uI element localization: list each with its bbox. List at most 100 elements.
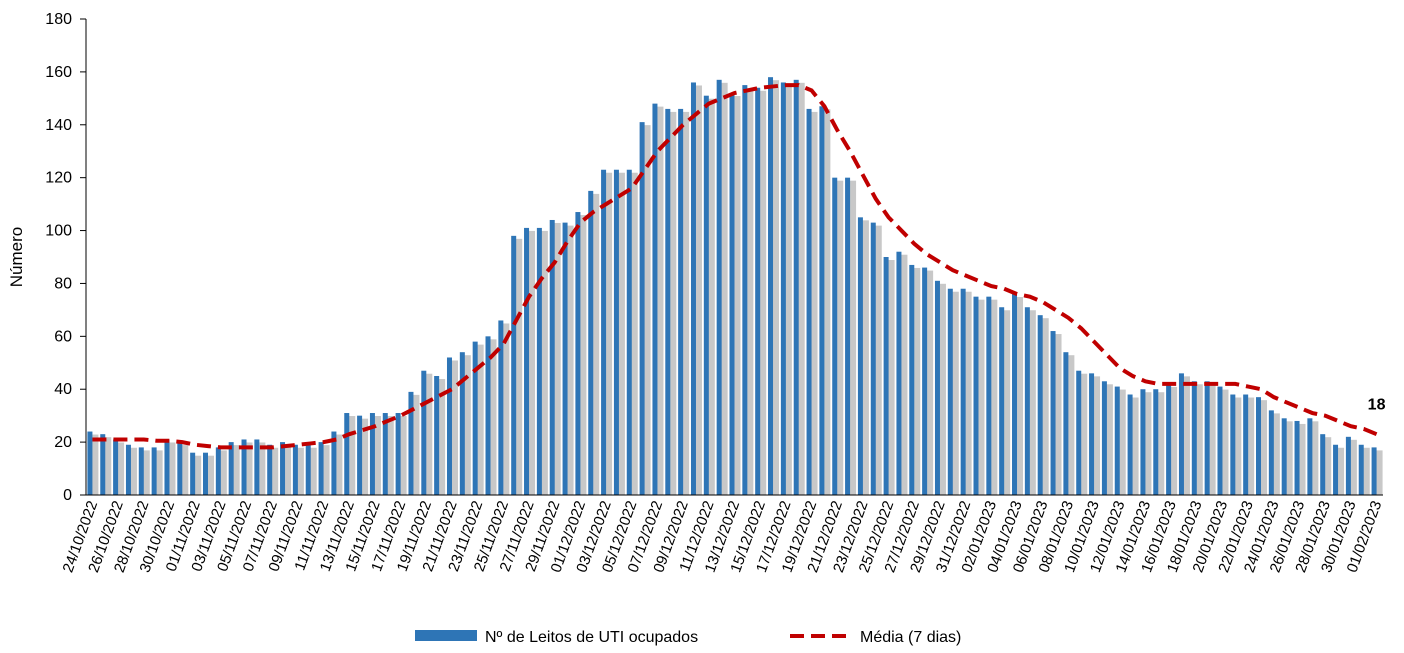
y-tick-label: 160 (45, 64, 72, 81)
bar-shadow (1195, 384, 1203, 495)
bar (1101, 381, 1107, 495)
bar (601, 169, 607, 495)
bar (524, 227, 530, 495)
bar (1063, 352, 1069, 495)
bar (318, 442, 324, 495)
bar-shadow (168, 442, 176, 495)
bar-shadow (515, 238, 523, 495)
bar-shadow (1234, 397, 1242, 495)
bar (742, 85, 748, 495)
bar-shadow (258, 442, 266, 495)
bar (1281, 418, 1287, 495)
bar (575, 212, 581, 496)
bar-shadow (887, 260, 895, 495)
bar-shadow (1272, 413, 1280, 495)
y-tick-label: 40 (54, 381, 72, 398)
bar (382, 413, 388, 495)
bar-shadow (605, 172, 613, 495)
bar (562, 222, 568, 495)
bar (832, 177, 838, 495)
bar (549, 219, 555, 495)
bar-shadow (720, 82, 728, 496)
bar-shadow (1311, 421, 1319, 495)
bar-shadow (1349, 439, 1357, 495)
bar-shadow (1131, 397, 1139, 495)
bar (1358, 444, 1364, 495)
bar (1243, 394, 1249, 495)
bar (1050, 331, 1056, 495)
bar-shadow (1208, 384, 1216, 495)
bar-shadow (1093, 376, 1101, 495)
bar (1294, 420, 1300, 495)
bar (511, 235, 517, 495)
bar-shadow (707, 98, 715, 495)
bar-shadow (1375, 450, 1383, 495)
bar-shadow (1182, 376, 1190, 495)
bar-shadow (373, 416, 381, 495)
y-tick-label: 180 (45, 11, 72, 28)
bar (870, 222, 876, 495)
bar (793, 79, 799, 496)
bar-shadow (1324, 437, 1332, 495)
bar-shadow (1285, 421, 1293, 495)
bar-shadow (219, 450, 227, 495)
bar-shadow (810, 111, 818, 496)
data-label: 18 (1368, 396, 1386, 413)
bar (1178, 373, 1184, 495)
bar (280, 442, 286, 495)
bar-shadow (746, 88, 754, 495)
bar (267, 444, 273, 495)
bar-shadow (849, 180, 857, 495)
bar (1320, 434, 1326, 495)
bar-shadow (142, 450, 150, 495)
bar-shadow (476, 344, 484, 495)
bar (305, 444, 311, 495)
bar (934, 280, 940, 495)
bar (1089, 373, 1095, 495)
bar-shadow (528, 230, 536, 495)
bar-shadow (335, 434, 343, 495)
bar (883, 257, 889, 495)
bar (690, 82, 696, 495)
bar-shadow (643, 125, 651, 495)
bar-shadow (1362, 447, 1370, 495)
bar-shadow (913, 267, 921, 495)
bar (845, 177, 851, 495)
bar-shadow (733, 96, 741, 496)
bar (472, 341, 478, 495)
bar-shadow (361, 418, 369, 495)
bar (755, 87, 761, 495)
bar-shadow (1337, 447, 1345, 495)
bar (434, 376, 440, 495)
bar (202, 452, 208, 495)
bar-shadow (1067, 355, 1075, 495)
bar (1333, 444, 1339, 495)
bar-shadow (617, 172, 625, 495)
bar-shadow (861, 220, 869, 496)
bar-shadow (1118, 389, 1126, 495)
bar-shadow (1144, 392, 1152, 495)
bar-shadow (1221, 389, 1229, 495)
bar (909, 264, 915, 495)
bar (626, 169, 632, 495)
bar (1307, 418, 1313, 495)
bar (768, 77, 774, 495)
bar (369, 413, 375, 495)
y-tick-label: 120 (45, 170, 72, 187)
bar (151, 447, 157, 495)
bar (395, 413, 401, 495)
bar (331, 431, 337, 495)
bar-shadow (1016, 297, 1024, 495)
bar-shadow (181, 445, 189, 495)
bar-shadow (990, 299, 998, 495)
bar (703, 95, 709, 495)
bar-shadow (1170, 386, 1178, 495)
bar-shadow (926, 270, 934, 495)
bar-shadow (296, 447, 304, 495)
bar-shadow (964, 291, 972, 495)
bar (138, 447, 144, 495)
bar (177, 442, 183, 495)
bar (1076, 370, 1082, 495)
bar (498, 320, 504, 495)
bar-shadow (592, 193, 600, 495)
